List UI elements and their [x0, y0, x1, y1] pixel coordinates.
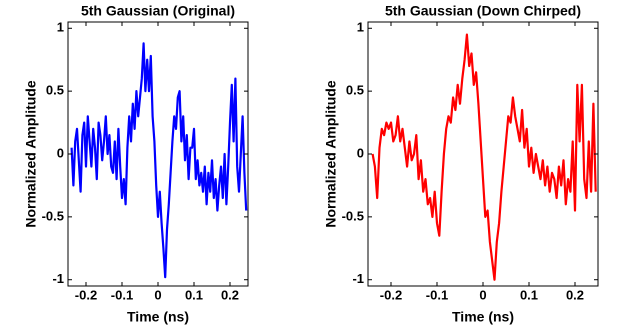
x-tick-label: -0.2	[380, 287, 402, 302]
x-tick-label: 0.2	[221, 287, 239, 302]
x-tick-label: 0.1	[185, 287, 203, 302]
y-axis-label: Normalized Amplitude	[23, 80, 39, 227]
y-tick-label: 0.5	[346, 83, 364, 98]
y-tick-label: -0.5	[342, 208, 364, 223]
chart-title: 5th Gaussian (Original)	[81, 3, 235, 19]
plot-area	[368, 22, 598, 286]
x-tick-label: 0	[154, 287, 161, 302]
x-axis-label: Time (ns)	[127, 309, 189, 325]
y-tick-label: 0	[57, 145, 64, 160]
chart-title: 5th Gaussian (Down Chirped)	[385, 3, 581, 19]
data-line	[70, 42, 248, 279]
y-tick-label: -0.5	[42, 208, 64, 223]
y-tick-label: -1	[52, 271, 64, 286]
y-axis-label: Normalized Amplitude	[323, 80, 339, 227]
x-axis-label: Time (ns)	[452, 309, 514, 325]
x-tick-label: 0.2	[566, 287, 584, 302]
y-tick-label: 1	[57, 20, 64, 35]
y-tick-label: 1	[357, 20, 364, 35]
x-tick-label: -0.2	[75, 287, 97, 302]
y-tick-label: 0	[357, 145, 364, 160]
y-tick-label: 0.5	[46, 83, 64, 98]
x-tick-label: 0	[479, 287, 486, 302]
x-tick-label: -0.1	[426, 287, 448, 302]
x-tick-label: -0.1	[111, 287, 133, 302]
y-tick-label: -1	[352, 271, 364, 286]
data-line	[371, 33, 597, 281]
x-tick-label: 0.1	[520, 287, 538, 302]
